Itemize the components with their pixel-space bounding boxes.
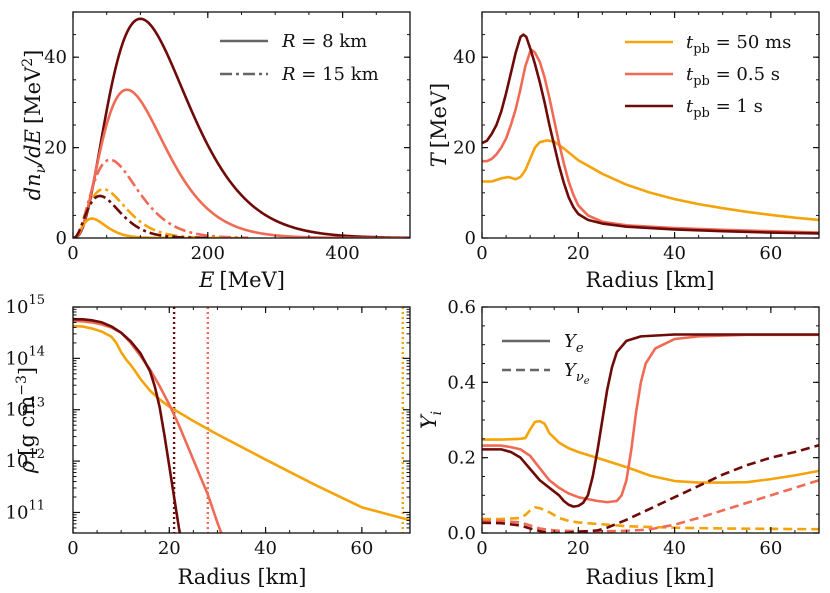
p3-frame xyxy=(481,306,820,534)
p3-series-2 xyxy=(482,333,819,508)
p1-xlabel: Radius [km] xyxy=(586,268,715,292)
p2-series-2 xyxy=(73,318,182,533)
p0-frame xyxy=(72,11,411,239)
p3-xtick-label: 20 xyxy=(567,538,590,559)
p0-ytick-label: 0 xyxy=(56,228,67,249)
p3-xtick-label: 40 xyxy=(663,538,686,559)
p2-series-0 xyxy=(73,324,410,522)
p0-xtick-label: 0 xyxy=(67,243,78,264)
panel-density: 0 20 40 60 1011 1012 1013 1014 1015 ρ[g cm−3] Ra… xyxy=(6,293,411,589)
p1-legend-label-50ms: tpb = 50 ms xyxy=(686,32,791,57)
p3-ytick-label: 0.0 xyxy=(447,523,476,544)
p2-ytick-label: 1015 xyxy=(6,293,45,318)
p2-series-group xyxy=(73,307,410,533)
p2-xtick-label: 0 xyxy=(67,538,78,559)
p0-xtick-label: 200 xyxy=(191,243,225,264)
p1-ytick-label: 20 xyxy=(453,138,476,159)
p3-ytick-label: 0.6 xyxy=(447,297,476,318)
p2-xtick-label: 60 xyxy=(350,538,373,559)
p1-xtick-label: 60 xyxy=(759,243,782,264)
p1-frame xyxy=(481,11,820,239)
p0-legend-label-dashdot: R = 15 km xyxy=(281,64,379,85)
p3-ticks-group: 0 20 40 60 0.0 0.2 0.4 0.6 xyxy=(447,297,820,559)
p3-legend-label-ye: Ye xyxy=(564,331,584,356)
p3-legend-label-ynue: Yνe xyxy=(564,360,590,387)
panel-temperature: 0 20 40 60 0 20 40 T[MeV] Radius [km] tpb = 50… xyxy=(427,11,820,292)
p2-ytick-label: 1012 xyxy=(6,447,45,472)
p2-series-1 xyxy=(73,319,223,533)
p2-xtick-label: 20 xyxy=(158,538,181,559)
p1-legend-label-1s: tpb = 1 s xyxy=(686,96,763,121)
p1-series-group xyxy=(482,33,819,235)
p1-series-2 xyxy=(482,33,819,235)
p0-ytick-label: 40 xyxy=(44,47,67,68)
p2-ytick-label: 1014 xyxy=(6,344,45,369)
p1-legend-label-0.5s: tpb = 0.5 s xyxy=(686,64,780,89)
p3-series-4 xyxy=(482,479,819,533)
p1-series-0 xyxy=(482,139,819,222)
p0-ytick-label: 20 xyxy=(44,138,67,159)
p0-ylabel: dnν/dE[MeV2] xyxy=(20,50,49,201)
p1-ytick-label: 40 xyxy=(453,47,476,68)
p3-xlabel: Radius [km] xyxy=(586,565,715,589)
p2-ytick-label: 1011 xyxy=(6,498,45,523)
p1-ytick-label: 0 xyxy=(465,228,476,249)
p0-series-0 xyxy=(73,17,410,238)
p3-xtick-label: 60 xyxy=(759,538,782,559)
p3-series-1 xyxy=(482,333,819,504)
p0-legend-label-solid: R = 8 km xyxy=(281,31,367,52)
p1-ylabel: T[MeV] xyxy=(427,83,451,168)
p0-xlabel: E [MeV] xyxy=(198,268,285,292)
p3-series-0 xyxy=(482,419,819,484)
p1-series-1 xyxy=(482,49,819,234)
p3-series-3 xyxy=(482,506,819,531)
p1-xtick-label: 40 xyxy=(663,243,686,264)
p3-series-5 xyxy=(482,443,819,533)
p1-legend: tpb = 50 ms tpb = 0.5 s tpb = 1 s xyxy=(625,32,791,121)
p0-series-5 xyxy=(73,194,208,238)
p1-xtick-label: 0 xyxy=(476,243,487,264)
p3-ytick-label: 0.2 xyxy=(447,448,476,469)
p3-ytick-label: 0.4 xyxy=(447,372,476,393)
p2-ylabel: ρ[g cm−3] xyxy=(14,367,39,474)
p2-frame xyxy=(72,306,411,534)
panel-fractions: 0 20 40 60 0.0 0.2 0.4 0.6 Yi Radius [km] Ye Yν… xyxy=(417,297,820,589)
p3-xtick-label: 0 xyxy=(476,538,487,559)
p3-ylabel: Yi xyxy=(417,411,445,429)
p0-legend: R = 8 km R = 15 km xyxy=(220,31,379,85)
p3-legend: Ye Yνe xyxy=(502,331,590,387)
p2-xlabel: Radius [km] xyxy=(178,565,307,589)
panel-energy-spectrum: 0 200 400 0 20 40 dnν/dE[MeV2] E [MeV] R = 8 k… xyxy=(20,11,411,292)
p2-ytick-label: 1013 xyxy=(6,396,45,421)
p3-series-group xyxy=(482,333,819,533)
p2-xtick-label: 40 xyxy=(254,538,277,559)
p0-xtick-label: 400 xyxy=(325,243,359,264)
p1-xtick-label: 20 xyxy=(567,243,590,264)
p0-series-1 xyxy=(73,88,410,238)
